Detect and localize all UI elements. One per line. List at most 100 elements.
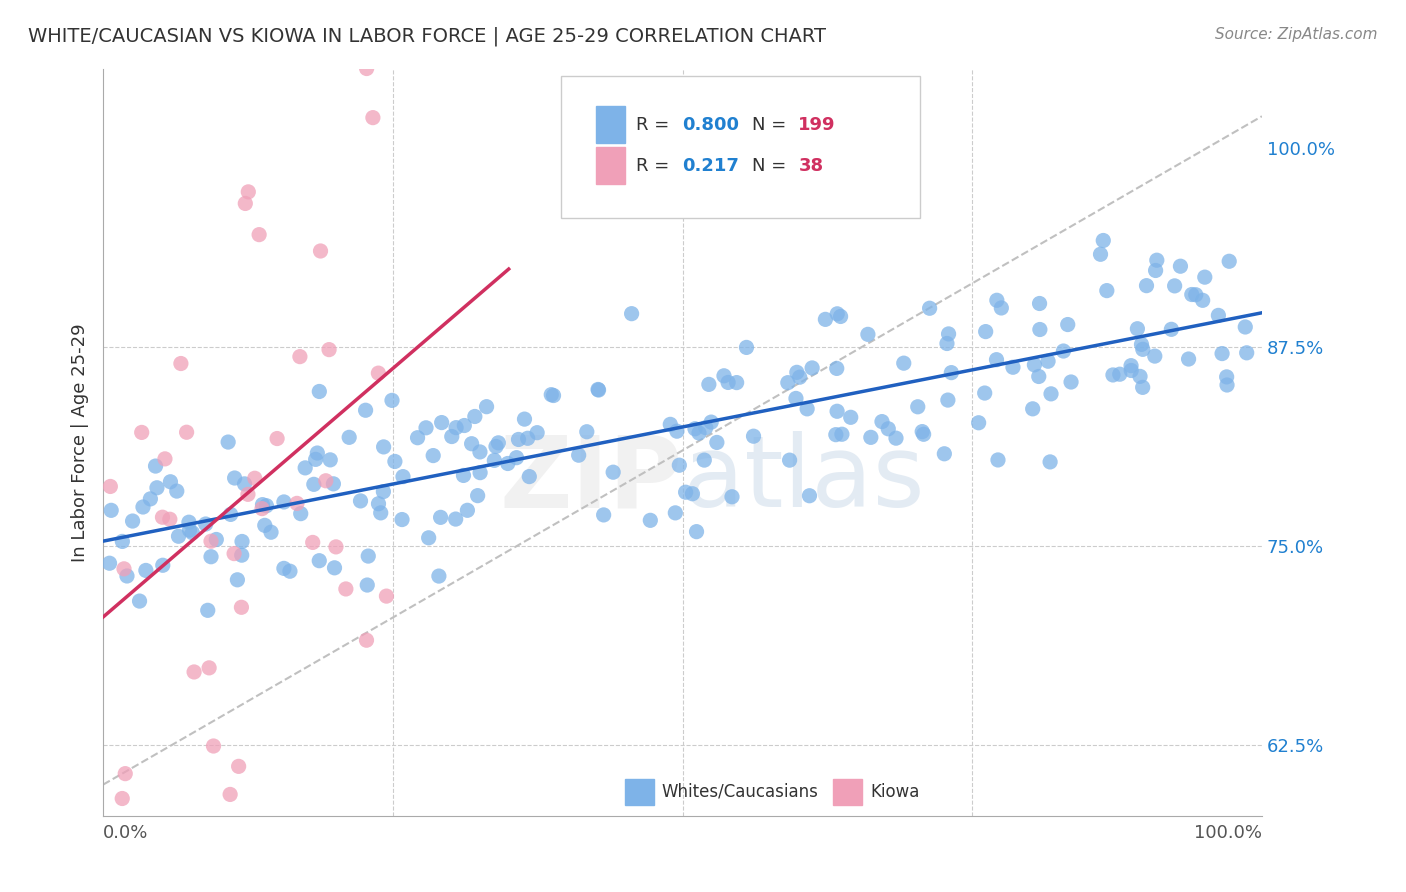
Text: Whites/Caucasians: Whites/Caucasians xyxy=(662,783,818,801)
Point xyxy=(974,325,997,339)
Point xyxy=(830,310,852,324)
Point xyxy=(375,589,398,603)
Text: N =: N = xyxy=(752,116,792,134)
Point xyxy=(912,427,935,442)
Point xyxy=(111,534,134,549)
Point xyxy=(430,416,453,430)
Point xyxy=(253,518,276,533)
Point xyxy=(422,449,444,463)
Point xyxy=(384,454,406,468)
Point xyxy=(453,468,475,483)
Point xyxy=(115,569,138,583)
Point xyxy=(273,561,295,575)
Point xyxy=(121,514,143,528)
Point xyxy=(700,415,723,429)
Point xyxy=(592,508,614,522)
Point xyxy=(219,788,242,802)
Point xyxy=(987,453,1010,467)
Point xyxy=(468,466,491,480)
Point xyxy=(693,453,716,467)
Point xyxy=(159,475,181,489)
Point xyxy=(356,62,378,76)
Point xyxy=(688,425,710,440)
Point xyxy=(825,307,848,321)
Point xyxy=(243,471,266,485)
Point xyxy=(713,368,735,383)
Point xyxy=(152,510,174,524)
Point xyxy=(361,111,384,125)
Point xyxy=(1236,346,1258,360)
Point xyxy=(290,507,312,521)
Point xyxy=(444,420,467,434)
Point xyxy=(1090,247,1112,261)
Point xyxy=(370,506,392,520)
Point xyxy=(260,525,283,540)
Point xyxy=(505,450,527,465)
Point xyxy=(681,487,703,501)
Point xyxy=(181,525,204,540)
Point xyxy=(288,350,311,364)
Point xyxy=(513,412,536,426)
Point xyxy=(356,578,378,592)
Point xyxy=(200,534,222,549)
Point xyxy=(200,549,222,564)
Point xyxy=(475,400,498,414)
Point xyxy=(517,469,540,483)
Point xyxy=(98,479,121,493)
Point xyxy=(640,513,662,527)
Point xyxy=(1040,387,1063,401)
Point xyxy=(799,489,821,503)
Point xyxy=(1024,358,1046,372)
Point xyxy=(831,427,853,442)
Point xyxy=(444,512,467,526)
Point xyxy=(224,547,246,561)
Point xyxy=(486,435,509,450)
Point xyxy=(114,766,136,780)
Text: ZIP: ZIP xyxy=(499,432,682,528)
Point xyxy=(226,573,249,587)
Point xyxy=(337,430,360,444)
Point xyxy=(695,420,717,434)
Point xyxy=(568,448,591,462)
Point xyxy=(131,425,153,440)
Point xyxy=(936,336,959,351)
Point xyxy=(325,540,347,554)
Point xyxy=(167,529,190,543)
Point xyxy=(664,506,686,520)
Point xyxy=(990,301,1012,315)
Point xyxy=(254,499,277,513)
Point xyxy=(266,432,288,446)
Point xyxy=(233,476,256,491)
Point xyxy=(202,739,225,753)
Point xyxy=(683,422,706,436)
Point xyxy=(1039,455,1062,469)
Text: Kiowa: Kiowa xyxy=(870,783,920,801)
Point xyxy=(1028,296,1050,310)
Point xyxy=(217,435,239,450)
Point xyxy=(453,418,475,433)
Point xyxy=(1160,322,1182,336)
Point xyxy=(918,301,941,316)
Point xyxy=(1129,369,1152,384)
Point xyxy=(602,465,624,479)
Point xyxy=(1108,368,1130,382)
Point xyxy=(485,440,508,454)
Point xyxy=(367,497,389,511)
Point xyxy=(825,404,848,418)
Point xyxy=(1144,263,1167,277)
Point xyxy=(526,425,548,440)
Point xyxy=(668,458,690,473)
Point xyxy=(205,533,228,547)
Point xyxy=(665,424,688,438)
Point xyxy=(725,376,748,390)
Point xyxy=(132,500,155,514)
Point xyxy=(152,558,174,573)
Y-axis label: In Labor Force | Age 25-29: In Labor Force | Age 25-29 xyxy=(72,323,89,562)
Point xyxy=(1191,293,1213,308)
Point xyxy=(392,469,415,483)
Point xyxy=(1170,259,1192,273)
Point xyxy=(139,491,162,506)
Point xyxy=(307,446,329,460)
Point xyxy=(986,293,1008,308)
Point xyxy=(135,563,157,577)
